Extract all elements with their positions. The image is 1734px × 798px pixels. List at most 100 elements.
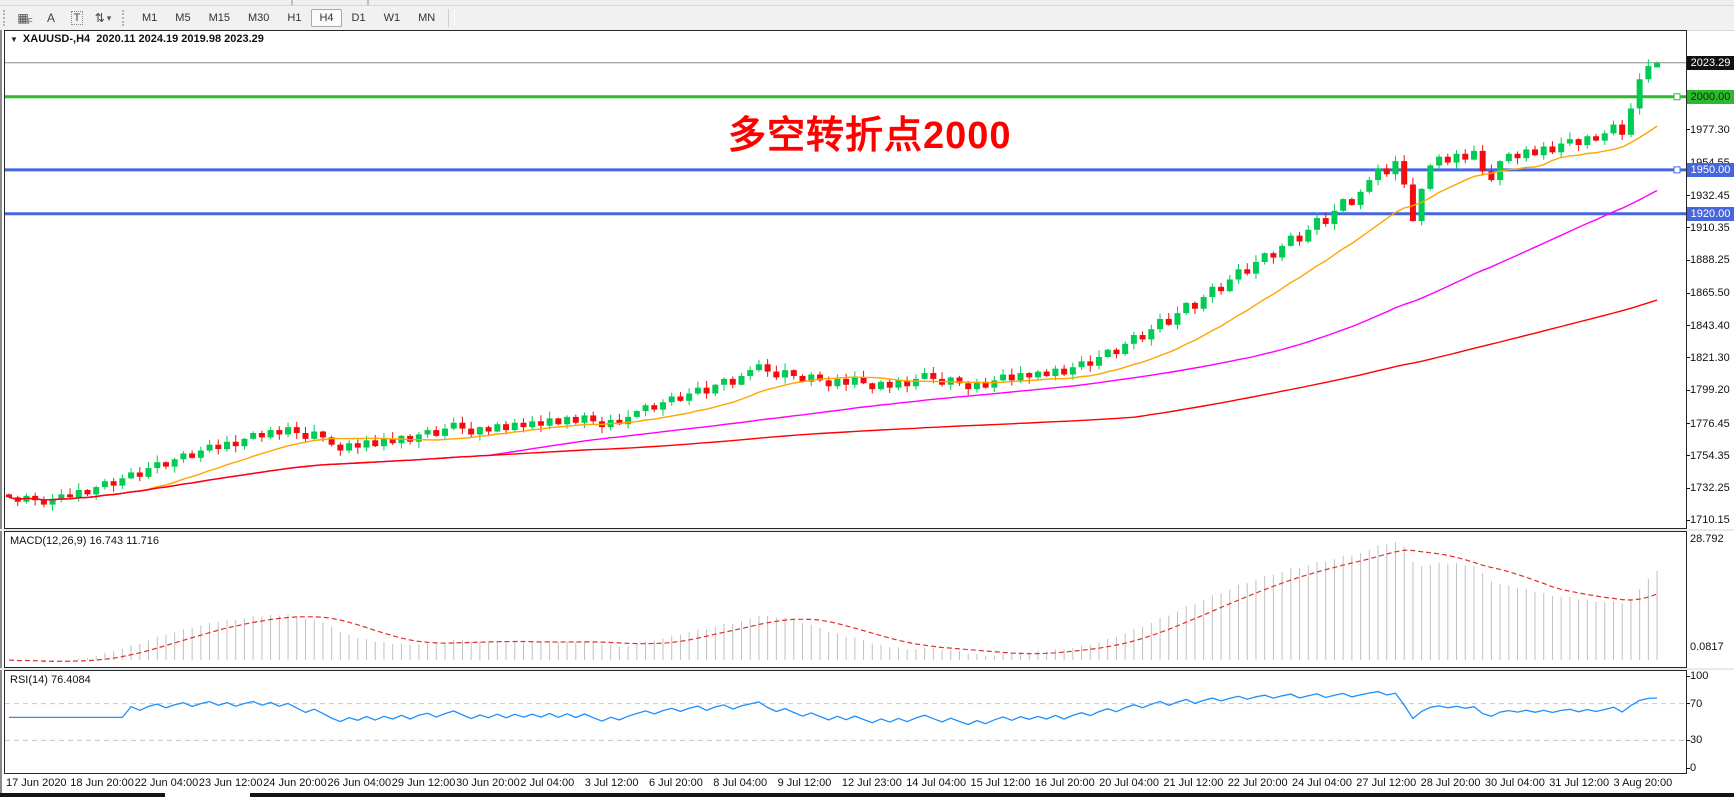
time-axis-label: 21 Jul 12:00 <box>1163 777 1224 789</box>
toolbar-grip[interactable] <box>122 10 128 26</box>
horizontal-line-2000-handle[interactable] <box>1673 93 1681 101</box>
toolbar-grip[interactable] <box>3 10 9 26</box>
price-tick-label: 1710.15 <box>1690 514 1730 527</box>
macd-panel[interactable] <box>4 531 1687 668</box>
price-tick-label: 1843.40 <box>1690 319 1730 332</box>
text-tool[interactable]: T <box>65 8 89 28</box>
price-tick-mark <box>1686 195 1690 197</box>
macd-histogram <box>17 542 1658 663</box>
chart-window-left-frame <box>0 30 6 793</box>
time-axis-label: 22 Jun 04:00 <box>134 777 199 789</box>
label-a-tool-icon: A <box>46 11 55 25</box>
time-axis-label: 23 Jun 12:00 <box>198 777 263 789</box>
time-axis-label: 29 Jun 12:00 <box>391 777 456 789</box>
timeframe-button-m1[interactable]: M1 <box>142 12 158 24</box>
time-axis-label: 28 Jul 20:00 <box>1420 777 1481 789</box>
rsi-tick-label: 70 <box>1690 697 1703 710</box>
period-separators-tool-icon: ▦ <box>17 11 29 25</box>
level-1920-badge: 1920.00 <box>1687 206 1734 221</box>
price-tick-mark <box>1686 357 1690 359</box>
rsi-tick-label: 30 <box>1690 734 1703 747</box>
price-tick-label: 1932.45 <box>1690 189 1730 202</box>
bottom-border-segment <box>250 793 1734 797</box>
time-axis-label: 26 Jun 04:00 <box>327 777 392 789</box>
time-axis-label: 30 Jun 20:00 <box>456 777 520 789</box>
level-2000-badge: 2000.00 <box>1687 89 1734 104</box>
time-axis-label: 20 Jul 04:00 <box>1099 777 1160 789</box>
rsi-canvas[interactable] <box>5 671 1686 773</box>
drawing-and-timeframe-toolbar: ▦ F A T ⇅ ▾ M1 M5 M15 M30 H1 H4 D1 W1 MN <box>0 6 1734 31</box>
time-axis-label: 15 Jul 12:00 <box>970 777 1031 789</box>
time-axis[interactable]: 17 Jun 2020 18 Jun 20:00 22 Jun 04:00 23 Ju… <box>4 774 1686 793</box>
timeframe-button-m30[interactable]: M30 <box>247 12 270 24</box>
macd-canvas[interactable] <box>5 532 1686 667</box>
price-tick-mark <box>1686 389 1690 391</box>
timeframe-button-d1[interactable]: D1 <box>351 12 366 24</box>
macd-axis-min: 0.0817 <box>1690 641 1724 653</box>
price-tick-mark <box>1686 519 1690 521</box>
time-axis-label: 30 Jul 04:00 <box>1484 777 1545 789</box>
panel-separator[interactable] <box>0 668 1734 670</box>
rsi-line <box>9 690 1658 726</box>
drawing-tools-group: ▦ F A T ⇅ ▾ <box>12 8 116 28</box>
dropdown-caret-icon[interactable]: ▾ <box>106 12 112 23</box>
rsi-tick-mark <box>1686 703 1690 705</box>
arrows-drawing-tool-icon: ⇅ <box>94 11 105 25</box>
toolbar-separator-mark <box>291 0 293 5</box>
arrows-drawing-tool[interactable]: ⇅ ▾ <box>91 8 115 28</box>
rsi-panel[interactable] <box>4 670 1687 774</box>
panel-separator[interactable] <box>0 529 1734 531</box>
rsi-tick-label: 0 <box>1690 762 1697 774</box>
price-tick-mark <box>1686 227 1690 229</box>
chart-symbol-period: XAUUSD-,H4 <box>22 33 91 45</box>
price-tick-mark <box>1686 423 1690 425</box>
current-price-badge: 2023.29 <box>1687 55 1734 70</box>
macd-axis-max: 28.792 <box>1690 533 1724 545</box>
time-axis-label: 3 Jul 12:00 <box>584 777 639 789</box>
chart-dropdown-icon[interactable]: ▼ <box>10 35 18 44</box>
time-axis-label: 2 Jul 04:00 <box>520 777 575 789</box>
rsi-tick-mark <box>1686 675 1690 677</box>
time-axis-label: 24 Jul 04:00 <box>1292 777 1352 789</box>
time-axis-label: 27 Jul 12:00 <box>1356 777 1417 789</box>
candlestick-chart-canvas[interactable] <box>5 31 1686 528</box>
timeframe-button-m15[interactable]: M15 <box>208 12 230 24</box>
timeframe-button-w1[interactable]: W1 <box>383 12 401 24</box>
price-annotation-text[interactable]: 多空转折点2000 <box>728 115 1012 157</box>
price-tick-mark <box>1686 487 1690 489</box>
text-tool-icon: T <box>70 11 84 25</box>
timeframe-button-h4[interactable]: H4 <box>311 9 342 27</box>
timeframe-button-h1[interactable]: H1 <box>287 12 302 24</box>
chart-ohlc-values: 2020.11 2024.19 2019.98 2023.29 <box>96 33 264 45</box>
time-axis-label: 3 Aug 20:00 <box>1613 777 1673 789</box>
label-a-tool[interactable]: A <box>39 8 63 28</box>
chart-title: ▼ XAUUSD-,H4 2020.11 2024.19 2019.98 2023… <box>10 33 264 45</box>
top-toolbar-edge <box>0 0 1734 6</box>
price-tick-label: 1732.25 <box>1690 482 1730 495</box>
price-tick-label: 1888.25 <box>1690 254 1730 267</box>
price-tick-mark <box>1686 455 1690 457</box>
time-axis-label: 22 Jul 20:00 <box>1227 777 1288 789</box>
rsi-tick-label: 100 <box>1690 670 1709 682</box>
price-tick-label: 1977.30 <box>1690 123 1730 136</box>
price-chart-panel[interactable] <box>4 30 1687 529</box>
price-tick-label: 1799.20 <box>1690 384 1730 397</box>
horizontal-line-1950-handle[interactable] <box>1673 166 1681 174</box>
price-tick-label: 1865.50 <box>1690 287 1730 300</box>
ma-slow-line <box>8 299 1658 501</box>
tool-sub-label: F <box>27 17 33 26</box>
time-axis-label: 6 Jul 20:00 <box>649 777 703 789</box>
rsi-label: RSI(14) 76.4084 <box>10 674 91 686</box>
bottom-border-segment <box>0 793 165 797</box>
price-tick-mark <box>1686 259 1690 261</box>
ma-mid-line <box>8 189 1658 501</box>
price-tick-label: 1821.30 <box>1690 351 1730 364</box>
timeframe-button-m5[interactable]: M5 <box>175 12 191 24</box>
timeframe-button-mn[interactable]: MN <box>418 12 436 24</box>
candles-layer <box>6 59 1661 511</box>
macd-signal-line <box>8 549 1658 662</box>
time-axis-label: 17 Jun 2020 <box>6 777 67 789</box>
time-axis-label: 8 Jul 04:00 <box>713 777 768 789</box>
price-tick-mark <box>1686 325 1690 327</box>
period-separators-tool[interactable]: ▦ F <box>13 8 37 28</box>
